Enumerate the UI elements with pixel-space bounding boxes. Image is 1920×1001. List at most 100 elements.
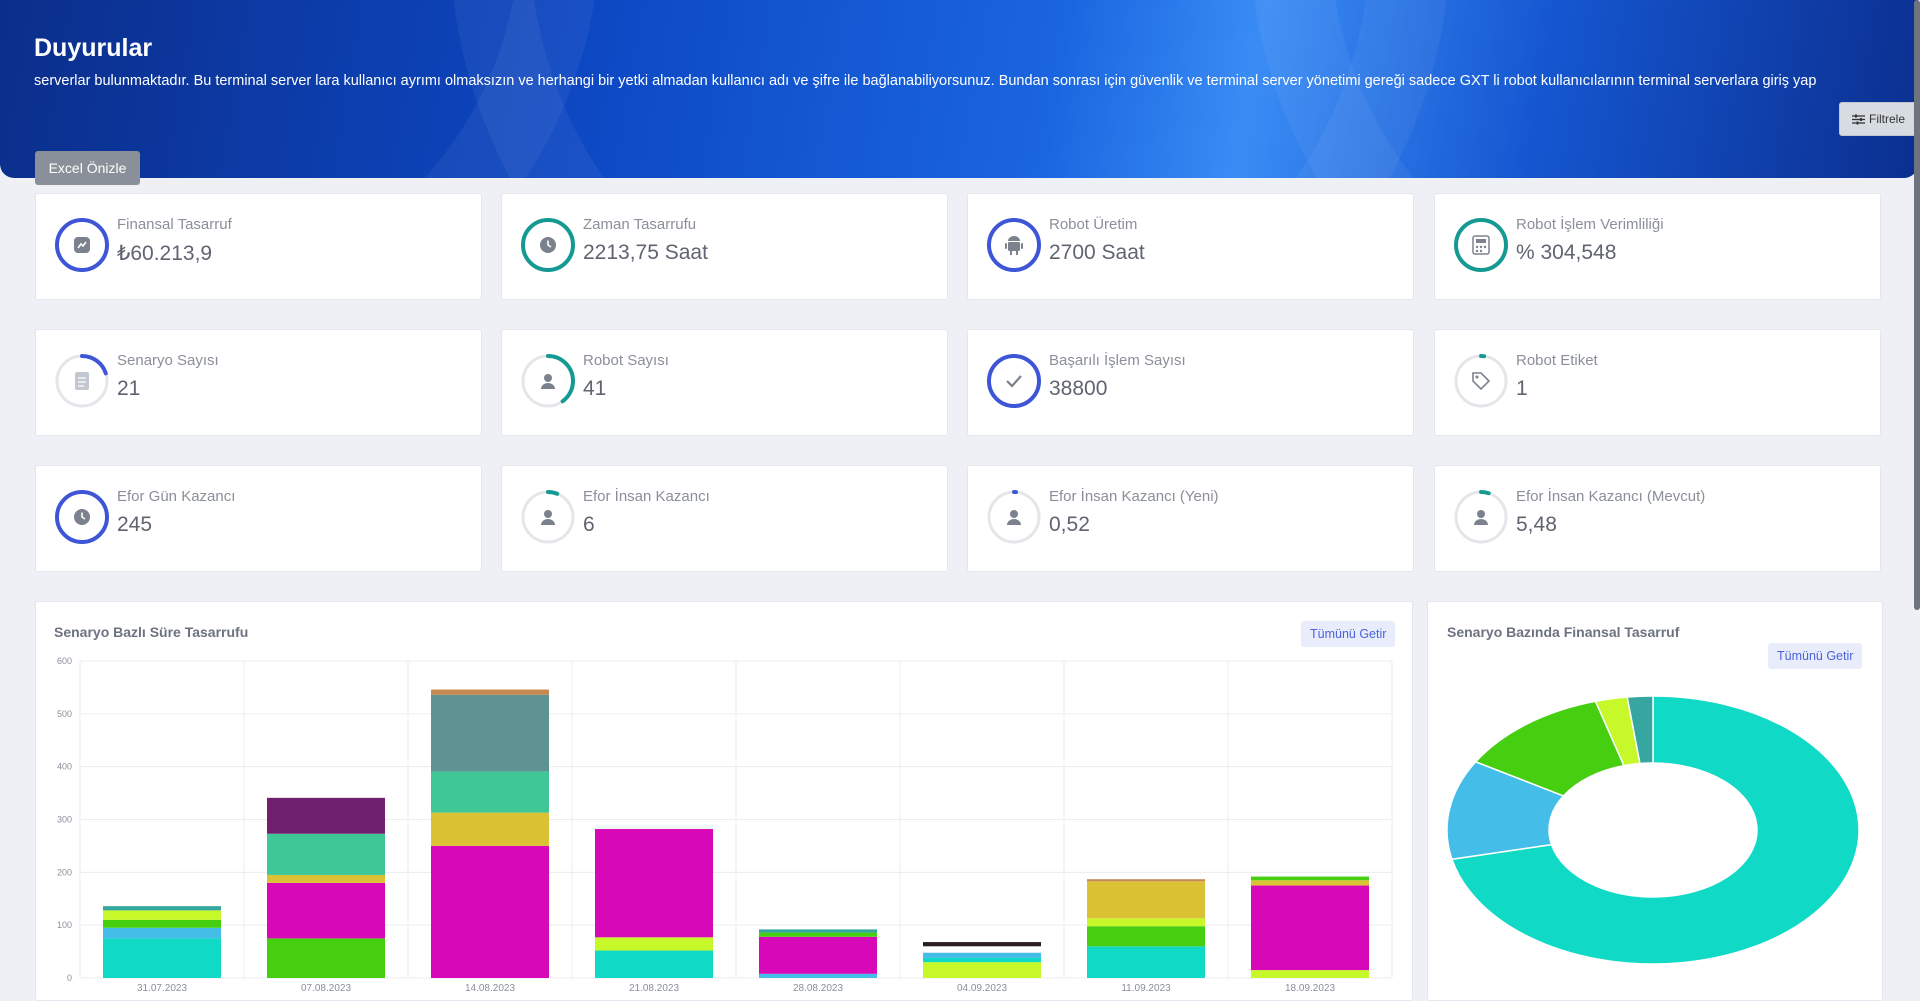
bar-segment[interactable] [267,797,385,834]
bar-segment[interactable] [923,957,1041,963]
banner-title: Duyurular [34,34,153,62]
bar-segment[interactable] [595,824,713,830]
scenario-time-savings-panel: Senaryo Bazlı Süre Tasarrufu Tümünü Geti… [35,601,1413,1001]
stat-label: Zaman Tasarrufu [583,216,697,233]
bar-segment[interactable] [759,936,877,974]
stat-label: Robot İşlem Verimliliği [1516,216,1664,233]
stat-value: 245 [117,513,153,536]
clock-icon [74,509,90,525]
stat-label: Efor İnsan Kazancı (Mevcut) [1516,488,1706,505]
stat-card: Efor Gün Kazancı 245 [35,465,482,572]
stat-card: Robot Etiket 1 [1434,329,1881,436]
bar-segment[interactable] [759,929,877,933]
bar-segment[interactable] [595,829,713,938]
stat-card: Robot Sayısı 41 [501,329,948,436]
progress-ring [521,490,575,544]
stat-label: Robot Üretim [1049,216,1138,233]
bar-segment[interactable] [1087,879,1205,882]
bar-segment[interactable] [923,952,1041,958]
document-icon [75,372,89,390]
stat-value: 21 [117,377,141,400]
bar-segment[interactable] [103,906,221,911]
bar-segment[interactable] [103,927,221,939]
bar-segment[interactable] [431,694,549,772]
progress-ring [987,218,1041,272]
calculator-icon [1472,235,1490,255]
stat-value: 2700 Saat [1049,241,1145,264]
bar-segment[interactable] [1251,885,1369,971]
check-icon [1006,375,1022,388]
bar-segment[interactable] [595,950,713,978]
bar-segment[interactable] [431,771,549,813]
clock-icon [540,237,556,253]
page-scrollbar[interactable] [1914,0,1920,610]
stat-value: % 304,548 [1516,241,1617,264]
bar-segment[interactable] [267,882,385,939]
bar-segment[interactable] [1087,881,1205,919]
bar-segment[interactable] [267,833,385,875]
bar-segment[interactable] [759,973,877,978]
scenario-financial-savings-panel: Senaryo Bazında Finansal Tasarruf Tümünü… [1427,601,1883,1001]
bar-segment[interactable] [1251,970,1369,978]
bar-segment[interactable] [103,910,221,920]
bar-segment[interactable] [103,938,221,978]
bar-segment[interactable] [759,932,877,937]
bar-segment[interactable] [431,845,549,978]
filter-button-label: Filtrele [1868,112,1905,126]
stat-card: Finansal Tasarruf ₺60.213,9 [35,193,482,300]
banner-text: serverlar bulunmaktadır. Bu terminal ser… [34,73,1817,89]
y-tick-label: 500 [57,709,72,719]
donut-show-all-button[interactable]: Tümünü Getir [1768,643,1863,669]
y-tick-label: 300 [57,815,72,825]
bar-segment[interactable] [923,962,1041,978]
filter-button[interactable]: Filtrele [1839,102,1918,136]
stat-label: Senaryo Sayısı [117,352,219,369]
stat-label: Robot Sayısı [583,352,669,369]
bar-segment[interactable] [1087,918,1205,927]
stat-label: Başarılı İşlem Sayısı [1049,352,1186,369]
user-icon [541,510,555,525]
user-icon [1474,510,1488,525]
y-tick-label: 0 [67,973,72,983]
user-icon [1007,510,1021,525]
bar-segment[interactable] [1251,880,1369,886]
progress-ring [521,354,575,408]
progress-ring [55,354,109,408]
stat-value: 1 [1516,377,1528,400]
stat-value: 41 [583,377,607,400]
progress-ring [987,490,1041,544]
bar-segment[interactable] [103,919,221,928]
bar-segment[interactable] [267,874,385,883]
bar-segment[interactable] [1087,926,1205,947]
sliders-icon [1851,114,1865,124]
progress-ring [1454,218,1508,272]
stat-value: ₺60.213,9 [117,242,213,265]
bar-segment[interactable] [595,937,713,951]
y-tick-label: 100 [57,920,72,930]
excel-preview-button[interactable]: Excel Önizle [35,151,140,185]
bar-segment[interactable] [431,689,549,695]
donut-slice[interactable] [1626,695,1654,765]
stat-card: Başarılı İşlem Sayısı 38800 [967,329,1414,436]
bar-segment[interactable] [267,938,385,978]
progress-ring [55,490,109,544]
stat-value: 0,52 [1049,513,1090,536]
stat-label: Efor İnsan Kazancı (Yeni) [1049,488,1219,505]
stat-card: Efor İnsan Kazancı (Mevcut) 5,48 [1434,465,1881,572]
bar-segment[interactable] [1087,946,1205,978]
banner-decoration [1250,0,1918,178]
stat-label: Robot Etiket [1516,352,1598,369]
bar-segment[interactable] [431,812,549,846]
stat-card: Robot İşlem Verimliliği % 304,548 [1434,193,1881,300]
bar-segment[interactable] [1251,876,1369,881]
y-tick-label: 400 [57,762,72,772]
bar-segment[interactable] [923,942,1041,947]
bar-show-all-button[interactable]: Tümünü Getir [1301,621,1396,647]
user-icon [541,374,555,389]
donut-slice[interactable] [1450,695,1860,965]
bar-segment[interactable] [923,946,1041,953]
stat-label: Efor Gün Kazancı [117,488,236,505]
announcement-banner: Duyurular serverlar bulunmaktadır. Bu te… [0,0,1918,178]
stat-value: 2213,75 Saat [583,241,708,264]
